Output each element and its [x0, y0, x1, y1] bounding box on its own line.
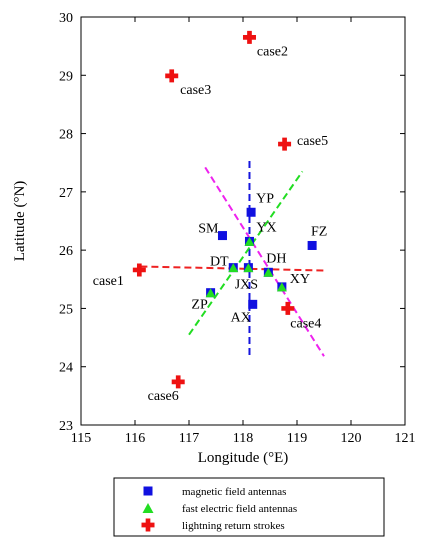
legend: magnetic field antennas fast electric fie…	[113, 477, 385, 537]
markers-layer	[132, 30, 317, 389]
y-tick-label: 23	[59, 419, 73, 434]
x-tick-label: 118	[233, 431, 253, 446]
stroke-label: case5	[297, 134, 328, 149]
direction-line	[188, 170, 304, 336]
x-tick-label: 121	[395, 431, 416, 446]
electric-antenna-marker	[205, 288, 216, 298]
electric-antenna-marker	[263, 267, 274, 277]
magnetic-antenna-marker	[246, 207, 256, 217]
legend-entry-label: magnetic field antennas	[182, 486, 286, 498]
station-label: YP	[256, 191, 274, 206]
electric-antenna-marker	[276, 282, 287, 292]
station-label: XY	[290, 272, 310, 287]
legend-entry-label: fast electric field antennas	[182, 503, 297, 515]
station-label: DT	[210, 255, 229, 270]
legend-plus-icon	[141, 518, 155, 532]
x-tick-label: 116	[125, 431, 145, 446]
station-label: FZ	[311, 224, 327, 239]
x-tick-label: 119	[287, 431, 307, 446]
lightning-stroke-marker	[281, 301, 295, 315]
y-tick-label: 25	[59, 302, 73, 317]
lightning-stroke-marker	[132, 263, 146, 277]
x-axis-label: Longitude (°E)	[198, 450, 289, 466]
station-label: AX	[231, 310, 251, 325]
electric-antenna-marker	[243, 263, 254, 273]
legend-triangle-icon	[142, 503, 154, 513]
station-label: DH	[266, 251, 286, 266]
x-tick-label: 120	[341, 431, 362, 446]
electric-antenna-marker	[228, 263, 239, 273]
y-tick-label: 28	[59, 128, 73, 143]
stroke-label: case4	[290, 316, 321, 331]
y-tick-label: 24	[59, 361, 73, 376]
lightning-stroke-marker	[165, 69, 179, 83]
y-axis-label: Latitude (°N)	[12, 181, 28, 262]
stroke-label: case3	[180, 83, 211, 98]
point-labels-layer: YP SM YX FZ DT JXS DH XY ZP AX case1 case2 case3 case…	[93, 44, 328, 403]
magnetic-antenna-marker	[307, 240, 317, 250]
plot-area	[80, 16, 406, 426]
magnetic-antenna-marker	[248, 299, 258, 309]
station-label: JXS	[235, 278, 258, 293]
direction-line	[204, 166, 325, 357]
x-tick-label: 117	[179, 431, 199, 446]
stroke-label: case1	[93, 274, 124, 289]
stroke-label: case6	[148, 389, 179, 404]
station-label: ZP	[191, 298, 208, 313]
lightning-stroke-marker	[242, 30, 256, 44]
station-label: SM	[198, 222, 219, 237]
x-tick-label: 115	[71, 431, 91, 446]
legend-square-icon	[143, 486, 153, 496]
lightning-stroke-marker	[171, 375, 185, 389]
legend-items: magnetic field antennas fast electric fie…	[141, 486, 297, 532]
y-tick-label: 27	[59, 186, 73, 201]
y-tick-label: 29	[59, 69, 73, 84]
magnetic-antenna-marker	[217, 231, 227, 241]
legend-box	[113, 477, 385, 537]
y-tick-label: 26	[59, 244, 73, 259]
stroke-label: case2	[257, 44, 288, 59]
legend-entry-label: lightning return strokes	[182, 520, 285, 532]
station-label: YX	[256, 220, 276, 235]
electric-antenna-marker	[244, 236, 255, 246]
ticks-layer: 115 116 117 118 119 120 121 23 24 25 26 27 28 29 30	[59, 11, 416, 446]
lightning-stroke-marker	[278, 137, 292, 151]
y-tick-label: 30	[59, 11, 73, 26]
